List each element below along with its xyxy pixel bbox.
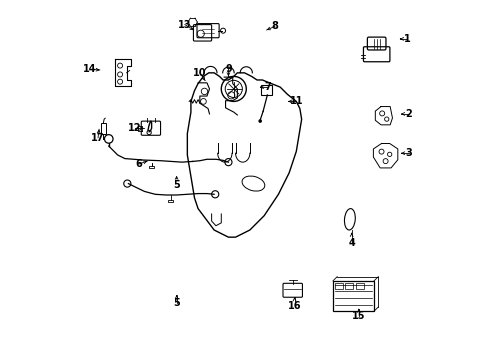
- Bar: [334, 283, 342, 289]
- Text: 5: 5: [173, 180, 180, 190]
- Text: 15: 15: [351, 311, 365, 321]
- Bar: [167, 200, 173, 202]
- Circle shape: [258, 120, 261, 122]
- Bar: [345, 283, 352, 289]
- Text: 9: 9: [224, 64, 231, 74]
- Text: 6: 6: [136, 159, 142, 169]
- Text: 16: 16: [287, 301, 301, 311]
- Text: 11: 11: [289, 96, 303, 107]
- Bar: [261, 85, 271, 95]
- Bar: [332, 281, 373, 311]
- Text: 8: 8: [271, 21, 278, 31]
- Text: 5: 5: [173, 298, 180, 308]
- Text: 7: 7: [264, 82, 270, 92]
- Bar: [355, 283, 363, 289]
- Text: 17: 17: [91, 133, 104, 143]
- Text: 14: 14: [83, 64, 97, 74]
- Text: 12: 12: [128, 123, 142, 133]
- Bar: [101, 123, 106, 134]
- Text: 4: 4: [347, 238, 354, 248]
- Text: 13: 13: [178, 19, 191, 30]
- Text: 10: 10: [193, 68, 206, 78]
- Text: 2: 2: [405, 109, 411, 119]
- Bar: [149, 166, 154, 168]
- Text: 1: 1: [403, 34, 409, 44]
- Text: 3: 3: [405, 148, 411, 158]
